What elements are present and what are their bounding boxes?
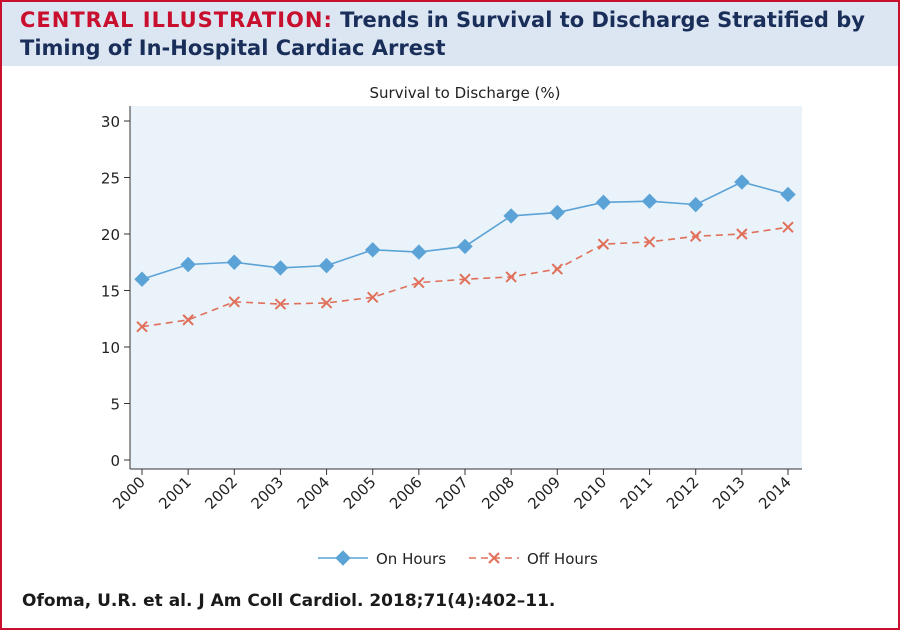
legend-label-off-hours: Off Hours bbox=[527, 550, 598, 568]
data-point-off-hours-2003 bbox=[274, 298, 287, 310]
data-point-on-hours-2007 bbox=[457, 238, 473, 255]
y-tick-label-25: 25 bbox=[101, 170, 120, 188]
data-point-off-hours-2007 bbox=[459, 273, 471, 285]
data-point-on-hours-2006 bbox=[411, 244, 427, 260]
x-tick-label-2002: 2002 bbox=[201, 473, 241, 513]
data-point-off-hours-2002 bbox=[228, 296, 240, 308]
line-chart: Survival to Discharge (%) 0 5 10 15 20 25 30 200… bbox=[101, 84, 802, 568]
x-tick-label-2012: 2012 bbox=[663, 473, 703, 513]
data-point-on-hours-2010 bbox=[595, 194, 612, 211]
x-tick-label-2014: 2014 bbox=[755, 473, 795, 513]
chart-title: Survival to Discharge (%) bbox=[370, 84, 561, 102]
data-point-off-hours-2009 bbox=[551, 263, 563, 275]
x-tick-label-2003: 2003 bbox=[248, 473, 288, 513]
data-point-off-hours-2006 bbox=[413, 276, 425, 289]
x-tick-label-2004: 2004 bbox=[294, 473, 334, 513]
data-point-on-hours-2009 bbox=[549, 204, 565, 221]
data-point-on-hours-2008 bbox=[503, 208, 519, 224]
data-point-off-hours-2004 bbox=[320, 297, 333, 309]
x-tick-label-2011: 2011 bbox=[617, 473, 657, 513]
legend-marker-off-hours bbox=[488, 552, 500, 564]
data-point-on-hours-2001 bbox=[180, 256, 196, 273]
data-point-off-hours-2011 bbox=[643, 236, 656, 248]
y-tick-label-15: 15 bbox=[101, 283, 120, 301]
header-title-line1: CENTRAL ILLUSTRATION: Trends in Survival… bbox=[20, 8, 865, 32]
data-point-on-hours-2002 bbox=[226, 254, 242, 270]
legend-marker-on-hours bbox=[335, 550, 351, 566]
data-point-on-hours-2014 bbox=[780, 186, 796, 203]
x-tick-label-2005: 2005 bbox=[340, 473, 380, 513]
data-point-on-hours-2000 bbox=[134, 271, 150, 287]
x-tick-label-2013: 2013 bbox=[709, 473, 749, 513]
x-tick-label-2001: 2001 bbox=[155, 473, 195, 513]
central-illustration-label: CENTRAL ILLUSTRATION: bbox=[20, 8, 333, 32]
y-tick-label-10: 10 bbox=[101, 339, 120, 357]
data-point-off-hours-2014 bbox=[782, 221, 794, 233]
plot-area bbox=[130, 106, 802, 469]
x-tick-label-2000: 2000 bbox=[109, 473, 149, 513]
legend-label-on-hours: On Hours bbox=[376, 550, 446, 568]
data-point-on-hours-2011 bbox=[641, 193, 658, 209]
header-title-line2: Timing of In-Hospital Cardiac Arrest bbox=[20, 36, 446, 60]
data-point-off-hours-2008 bbox=[505, 271, 517, 283]
data-point-on-hours-2004 bbox=[318, 257, 335, 274]
x-tick-label-2006: 2006 bbox=[386, 473, 426, 513]
y-tick-label-0: 0 bbox=[110, 452, 120, 470]
x-tick-label-2010: 2010 bbox=[571, 473, 611, 513]
header-title-text1: Trends in Survival to Discharge Stratifi… bbox=[340, 8, 865, 32]
data-point-on-hours-2012 bbox=[688, 196, 704, 213]
data-point-off-hours-2012 bbox=[690, 230, 702, 242]
data-point-on-hours-2005 bbox=[365, 242, 381, 258]
x-tick-label-2008: 2008 bbox=[478, 473, 518, 513]
citation: Ofoma, U.R. et al. J Am Coll Cardiol. 20… bbox=[22, 591, 556, 611]
data-point-off-hours-2001 bbox=[182, 314, 194, 326]
y-tick-label-30: 30 bbox=[101, 113, 120, 131]
data-point-on-hours-2003 bbox=[272, 260, 289, 276]
x-tick-label-2009: 2009 bbox=[524, 473, 564, 513]
data-point-on-hours-2013 bbox=[734, 174, 750, 190]
data-point-off-hours-2000 bbox=[136, 320, 148, 333]
y-tick-label-5: 5 bbox=[110, 396, 120, 414]
data-point-off-hours-2013 bbox=[736, 228, 748, 240]
y-tick-label-20: 20 bbox=[101, 226, 120, 244]
x-tick-label-2007: 2007 bbox=[432, 473, 472, 513]
header-banner: CENTRAL ILLUSTRATION: Trends in Survival… bbox=[2, 2, 898, 66]
data-point-off-hours-2005 bbox=[367, 291, 379, 303]
data-point-off-hours-2010 bbox=[597, 238, 610, 250]
